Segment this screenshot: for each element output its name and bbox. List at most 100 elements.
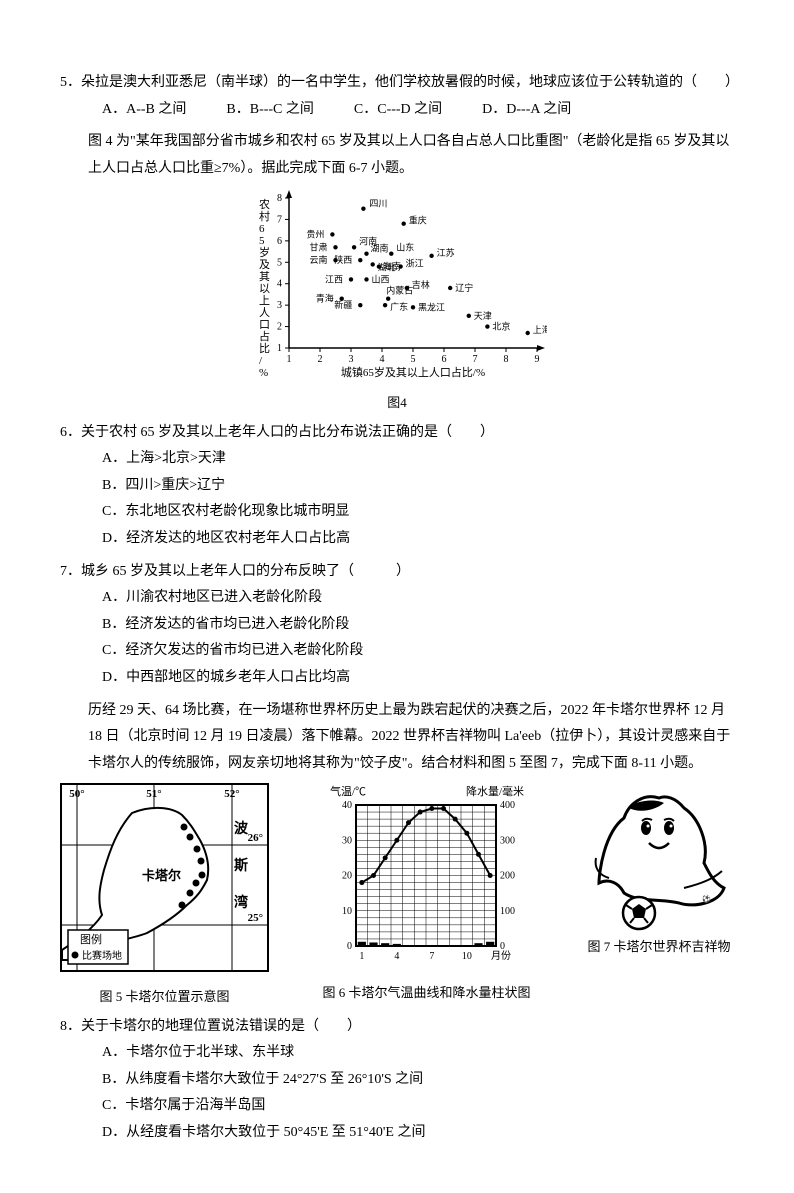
svg-text:城镇65岁及其以上人口占比/%: 城镇65岁及其以上人口占比/% <box>341 365 485 378</box>
q5-opt-c: C．C---D 之间 <box>354 97 442 124</box>
svg-text:2: 2 <box>277 322 282 333</box>
q6-opt-b: B．四川>重庆>辽宁 <box>102 473 405 500</box>
svg-text:7: 7 <box>277 215 282 226</box>
svg-text:比赛场地: 比赛场地 <box>82 949 122 962</box>
svg-text:8: 8 <box>504 354 509 365</box>
svg-text:新疆: 新疆 <box>334 300 352 311</box>
climate-chart: 010203040010020030040014710月份气温/℃降水量/毫米 <box>326 783 526 968</box>
q5-opt-d: D．D---A 之间 <box>482 97 571 124</box>
svg-text:⚽: ⚽ <box>701 894 711 903</box>
svg-text:月份: 月份 <box>491 950 511 962</box>
svg-text:浙江: 浙江 <box>406 258 424 269</box>
question-5: 5．朵拉是澳大利亚悉尼（南半球）的一名中学生，他们学校放暑假的时候，地球应该位于… <box>60 70 734 123</box>
svg-text:9: 9 <box>535 354 540 365</box>
svg-text:贵州: 贵州 <box>306 229 324 240</box>
svg-text:广东: 广东 <box>390 302 408 313</box>
question-6: 6．关于农村 65 岁及其以上老年人口的占比分布说法正确的是（ ） A．上海>北… <box>60 420 734 553</box>
q7-opt-c: C．经济欠发达的省市均已进入老龄化阶段 <box>102 638 405 665</box>
figure-4: 12345678912345678四川重庆贵州甘肃河南湖南山东陕西江苏云南湖北海… <box>247 188 547 415</box>
svg-text:10: 10 <box>342 906 352 917</box>
q6-opt-c: C．东北地区农村老龄化现象比城市明显 <box>102 499 405 526</box>
fig7-caption: 图 7 卡塔尔世界杯吉祥物 <box>584 935 734 960</box>
question-8: 8．关于卡塔尔的地理位置说法错误的是（ ） A．卡塔尔位于北半球、东半球 B．从… <box>60 1014 734 1147</box>
svg-text:北京: 北京 <box>492 321 510 332</box>
intro-qatar: 历经 29 天、64 场比赛，在一场堪称世界杯历史上最为跌宕起伏的决赛之后，20… <box>60 698 734 778</box>
q5-text: 5．朵拉是澳大利亚悉尼（南半球）的一名中学生，他们学校放暑假的时候，地球应该位于… <box>60 70 734 97</box>
svg-text:辽宁: 辽宁 <box>455 282 473 293</box>
svg-text:1: 1 <box>360 951 365 962</box>
question-7: 7．城乡 65 岁及其以上老年人口的分布反映了（ ） A．川渝农村地区已进入老龄… <box>60 559 734 692</box>
intro-fig4: 图 4 为"某年我国部分省市城乡和农村 65 岁及其以上人口各自占总人口比重图"… <box>60 129 734 182</box>
figure-6: 010203040010020030040014710月份气温/℃降水量/毫米 … <box>322 783 530 1005</box>
q7-opt-d: D．中西部地区的城乡老年人口占比均高 <box>102 665 405 692</box>
svg-text:上海: 上海 <box>533 324 547 335</box>
svg-text:湖南: 湖南 <box>371 243 389 254</box>
svg-text:图例: 图例 <box>80 932 102 946</box>
svg-text:波: 波 <box>234 820 249 837</box>
svg-text:30: 30 <box>342 836 352 847</box>
q6-opt-d: D．经济发达的地区农村老年人口占比高 <box>102 526 405 553</box>
qatar-map: 50°51°52°26°25°卡塔尔波斯湾图例比赛场地 <box>60 783 269 972</box>
svg-text:2: 2 <box>318 354 323 365</box>
svg-text:5: 5 <box>411 354 416 365</box>
figure-7: ⚽ 图 7 卡塔尔世界杯吉祥物 <box>584 783 734 960</box>
svg-text:0: 0 <box>347 941 352 952</box>
q5-opt-a: A．A--B 之间 <box>102 97 186 124</box>
svg-text:斯: 斯 <box>234 857 248 874</box>
svg-text:4: 4 <box>395 951 400 962</box>
svg-text:重庆: 重庆 <box>409 215 427 226</box>
q8-opt-b: B．从纬度看卡塔尔大致位于 24°27'S 至 26°10'S 之间 <box>102 1067 405 1094</box>
q7-text: 7．城乡 65 岁及其以上老年人口的分布反映了（ ） <box>60 559 734 586</box>
q6-text: 6．关于农村 65 岁及其以上老年人口的占比分布说法正确的是（ ） <box>60 420 734 447</box>
fig6-caption: 图 6 卡塔尔气温曲线和降水量柱状图 <box>322 981 530 1006</box>
svg-text:10: 10 <box>462 951 472 962</box>
svg-text:4: 4 <box>277 279 282 290</box>
q7-opt-a: A．川渝农村地区已进入老龄化阶段 <box>102 585 405 612</box>
svg-text:3: 3 <box>349 354 354 365</box>
svg-text:7: 7 <box>473 354 478 365</box>
svg-text:农村65岁及其以上人口占比/%: 农村65岁及其以上人口占比/% <box>259 197 270 378</box>
q6-opt-a: A．上海>北京>天津 <box>102 446 405 473</box>
svg-text:云南: 云南 <box>310 255 328 266</box>
svg-text:5: 5 <box>277 258 282 269</box>
q8-opt-d: D．从经度看卡塔尔大致位于 50°45'E 至 51°40'E 之间 <box>102 1120 405 1147</box>
svg-text:天津: 天津 <box>474 311 492 321</box>
svg-text:4: 4 <box>380 354 385 365</box>
svg-text:降水量/毫米: 降水量/毫米 <box>466 784 524 798</box>
svg-text:青海: 青海 <box>316 293 334 304</box>
q8-opt-a: A．卡塔尔位于北半球、东半球 <box>102 1040 405 1067</box>
svg-text:江西: 江西 <box>325 275 343 285</box>
svg-text:卡塔尔: 卡塔尔 <box>142 868 181 883</box>
svg-text:6: 6 <box>277 236 282 247</box>
svg-text:26°: 26° <box>248 832 263 844</box>
scatter-chart: 12345678912345678四川重庆贵州甘肃河南湖南山东陕西江苏云南湖北海… <box>247 188 547 378</box>
svg-text:湾: 湾 <box>234 894 248 911</box>
svg-text:100: 100 <box>500 906 515 917</box>
svg-text:6: 6 <box>442 354 447 365</box>
svg-text:300: 300 <box>500 836 515 847</box>
svg-text:山西: 山西 <box>372 275 390 285</box>
svg-text:40: 40 <box>342 800 352 811</box>
svg-text:25°: 25° <box>248 912 263 924</box>
svg-text:四川: 四川 <box>369 199 387 209</box>
svg-text:1: 1 <box>287 354 292 365</box>
svg-text:江苏: 江苏 <box>437 247 455 258</box>
svg-text:内蒙古: 内蒙古 <box>386 285 413 296</box>
q7-opt-b: B．经济发达的省市均已进入老龄化阶段 <box>102 612 405 639</box>
q8-text: 8．关于卡塔尔的地理位置说法错误的是（ ） <box>60 1014 734 1041</box>
svg-text:400: 400 <box>500 800 515 811</box>
svg-text:1: 1 <box>277 343 282 354</box>
fig5-caption: 图 5 卡塔尔位置示意图 <box>60 985 269 1010</box>
svg-text:50°: 50° <box>69 788 84 800</box>
svg-text:甘肃: 甘肃 <box>310 242 328 253</box>
svg-text:吉林: 吉林 <box>412 279 430 290</box>
svg-text:山东: 山东 <box>396 242 414 253</box>
mascot-image: ⚽ <box>584 783 734 933</box>
svg-text:3: 3 <box>277 301 282 312</box>
svg-text:海南: 海南 <box>383 261 401 272</box>
svg-text:7: 7 <box>430 951 435 962</box>
figure-5: 50°51°52°26°25°卡塔尔波斯湾图例比赛场地 图 5 卡塔尔位置示意图 <box>60 783 269 1009</box>
svg-text:51°: 51° <box>146 788 161 800</box>
svg-text:200: 200 <box>500 871 515 882</box>
q8-opt-c: C．卡塔尔属于沿海半岛国 <box>102 1093 405 1120</box>
